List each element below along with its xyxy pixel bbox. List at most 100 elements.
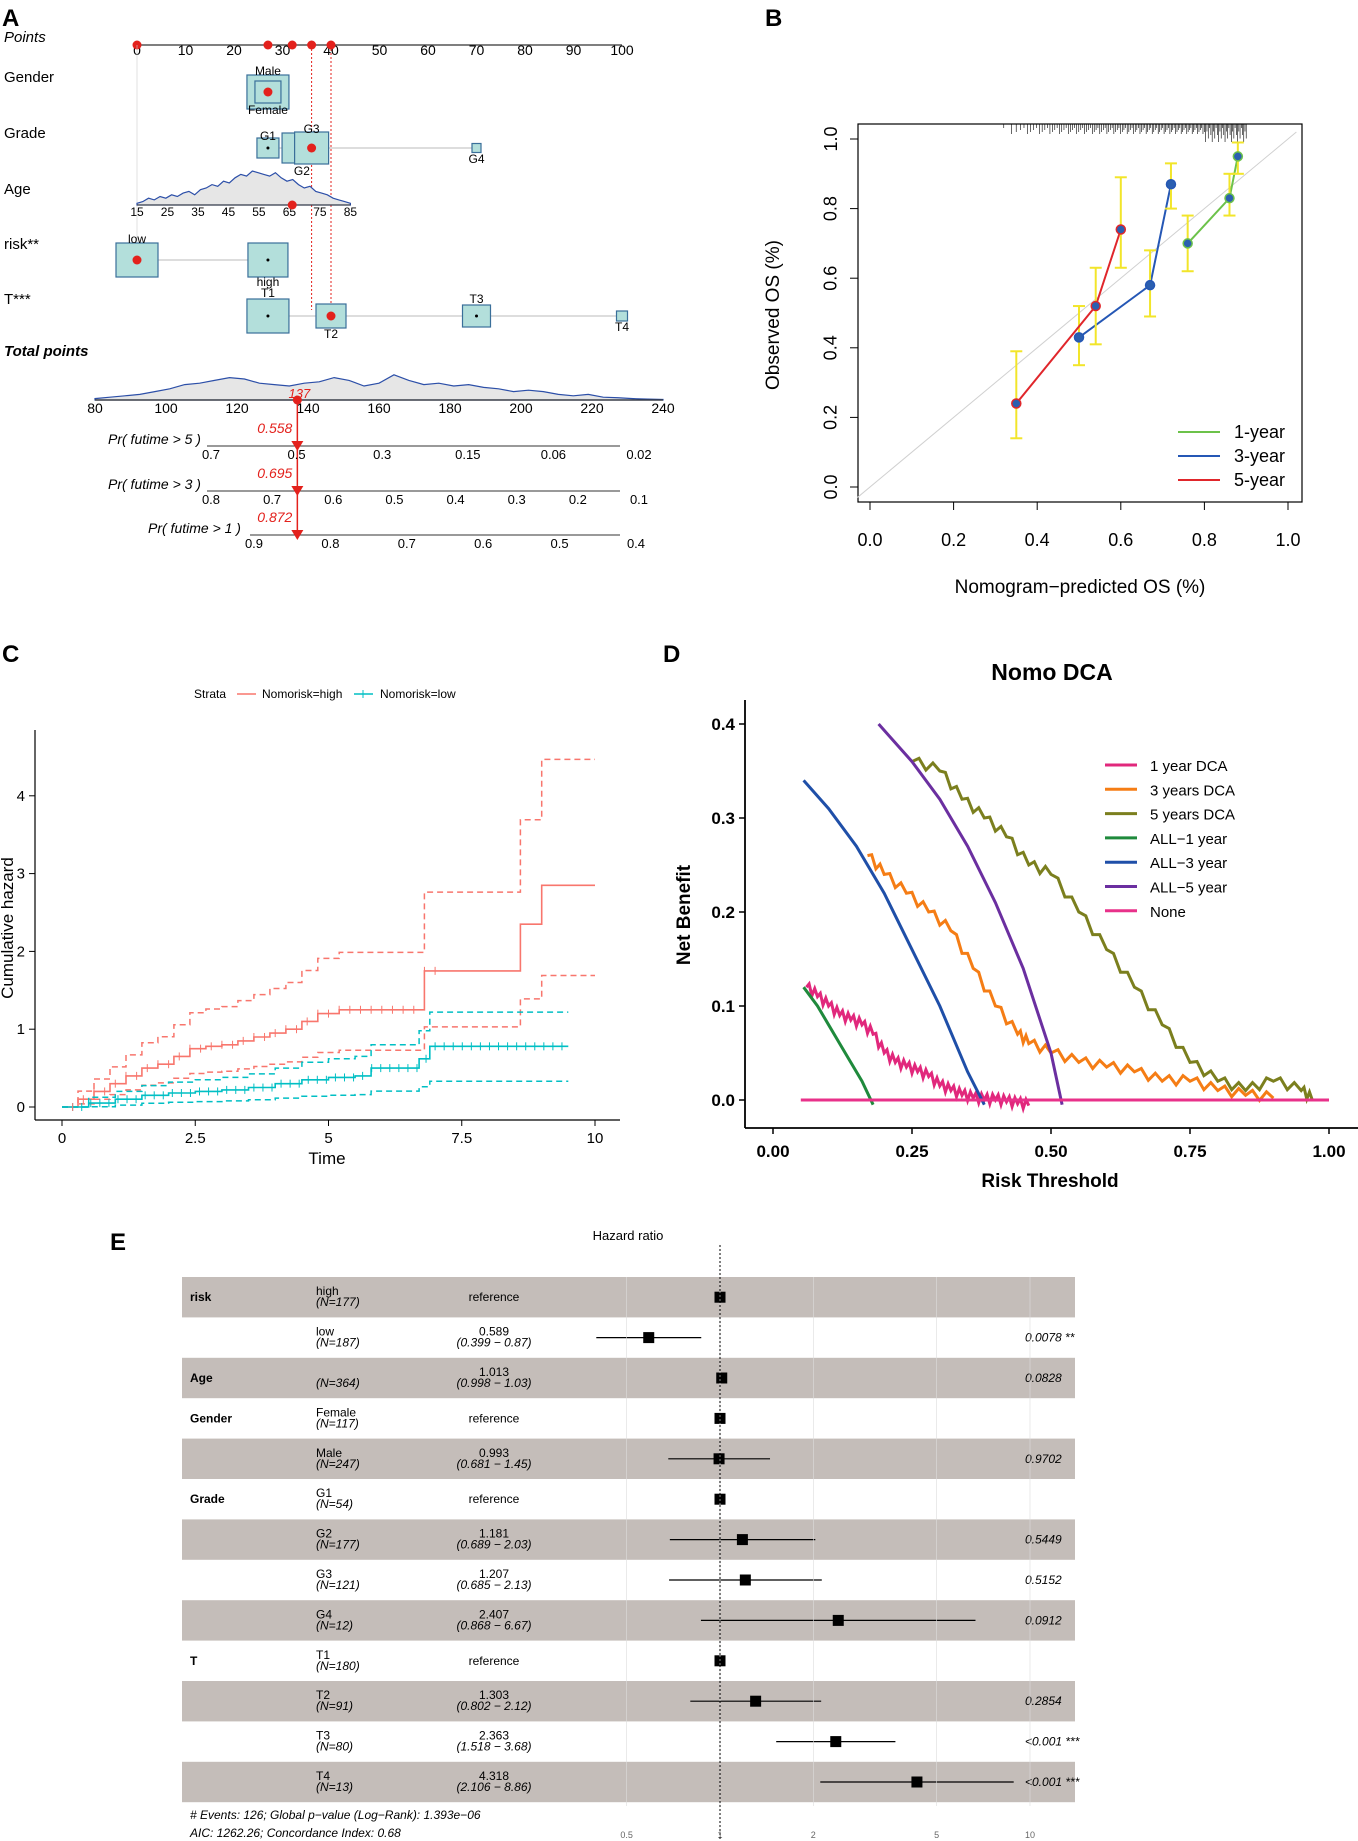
level-label: high: [316, 1284, 339, 1298]
n-label: (N=117): [316, 1416, 359, 1430]
table-row-bg: [182, 1357, 1075, 1399]
hr-square: [713, 1453, 725, 1465]
ci-value: (0.399 − 0.87): [456, 1336, 531, 1350]
probability-tick-label: 0.4: [447, 492, 465, 507]
x-tick-label: 0.25: [895, 1142, 928, 1161]
hr-square: [643, 1332, 655, 1344]
probability-tick-label: 0.8: [202, 492, 220, 507]
x-tick-label: 7.5: [451, 1130, 472, 1147]
total-tick-label: 200: [509, 400, 533, 416]
dca-curve: [802, 779, 986, 1106]
dca-curve: [867, 852, 1275, 1104]
probability-value-label: 0.695: [257, 465, 292, 481]
total-tick-label: 220: [580, 400, 604, 416]
probability-axis-label: Pr( futime > 3 ): [108, 476, 201, 492]
y-tick-label: 0.2: [711, 903, 735, 922]
x-axis-label: Time: [308, 1149, 345, 1168]
level-label: low: [316, 1325, 334, 1339]
table-row-bg: [182, 1438, 1075, 1479]
n-label: (N=177): [316, 1295, 360, 1309]
probability-axis-label: Pr( futime > 5 ): [108, 431, 201, 447]
y-tick-label: 3: [17, 866, 25, 883]
hr-value: 1.303: [479, 1688, 509, 1702]
n-label: (N=180): [316, 1659, 360, 1673]
probability-value-label: 0.558: [257, 420, 292, 436]
total-tick-label: 140: [296, 400, 320, 416]
legend-title: Strata: [194, 687, 226, 701]
hr-value: reference: [469, 1411, 520, 1425]
calibration-point: [1073, 332, 1085, 343]
points-tick-label: 10: [178, 42, 194, 58]
calibration-point: [1115, 224, 1127, 235]
probability-value-label: 0.872: [257, 509, 292, 525]
level-label: G2: [294, 164, 310, 178]
x-tick-label: 1.0: [1275, 530, 1300, 550]
ci-value: (2.106 − 8.86): [456, 1780, 531, 1794]
age-tick-label: 75: [313, 205, 327, 219]
n-label: (N=13): [316, 1780, 353, 1794]
variable-label: Grade: [190, 1492, 225, 1506]
hr-square: [736, 1534, 748, 1546]
x-tick-label: 0.8: [1192, 530, 1217, 550]
table-row-bg: [182, 1519, 1075, 1560]
hr-value: 4.318: [479, 1769, 509, 1783]
ci-lower-line: [62, 1080, 569, 1108]
level-label: T4: [615, 320, 629, 334]
footer-text: AIC: 1262.26; Concordance Index: 0.68: [189, 1826, 401, 1840]
calibration-point: [1011, 398, 1022, 409]
level-label: low: [128, 232, 146, 246]
age-tick-label: 35: [191, 205, 205, 219]
total-tick-label: 100: [154, 400, 178, 416]
points-tick-label: 100: [610, 42, 634, 58]
total-tick-label: 160: [367, 400, 391, 416]
probability-arrow: [291, 441, 304, 451]
ci-value: (1.518 − 3.68): [456, 1740, 531, 1754]
grade-label: Grade: [4, 125, 46, 142]
level-label: T3: [316, 1729, 330, 1743]
variable-label: risk: [190, 1290, 212, 1304]
probability-tick-label: 0.6: [474, 536, 492, 551]
hr-square: [739, 1574, 751, 1586]
probability-tick-label: 0.9: [245, 536, 263, 551]
level-label: T1: [316, 1648, 330, 1662]
x-tick-label: 0.5: [620, 1830, 633, 1840]
hr-square: [911, 1776, 923, 1788]
level-label: G4: [316, 1607, 332, 1621]
grade-box-g4: [471, 142, 482, 154]
x-tick-label: 0.00: [756, 1142, 789, 1161]
panel-label-a: A: [2, 5, 19, 32]
panel-label-e: E: [110, 1229, 126, 1256]
y-tick-label: 0.1: [711, 997, 735, 1016]
p-value: 0.2854: [1025, 1694, 1062, 1708]
hazard-curve: [62, 1045, 569, 1108]
legend-label: 1 year DCA: [1150, 758, 1228, 775]
legend-label: 1-year: [1234, 422, 1285, 442]
x-tick-label: 0.0: [857, 530, 882, 550]
panel-label-c: C: [2, 641, 19, 668]
hr-value: 0.589: [479, 1325, 509, 1339]
points-tick-label: 90: [566, 42, 582, 58]
legend-label: 5-year: [1234, 470, 1285, 490]
x-tick-label: 0.50: [1034, 1142, 1067, 1161]
y-tick-label: 2: [17, 943, 25, 960]
legend-label: ALL−1 year: [1150, 831, 1227, 848]
points-tick-label: 80: [517, 42, 533, 58]
calibration-point: [1224, 192, 1235, 204]
age-tick-label: 85: [344, 205, 358, 219]
level-label: T2: [324, 327, 338, 341]
box-center-dot: [266, 258, 270, 262]
n-label: (N=80): [316, 1740, 353, 1754]
panel-label-d: D: [663, 641, 680, 668]
selected-point: [263, 87, 273, 97]
hr-value: 0.993: [479, 1446, 509, 1460]
n-label: (N=247): [316, 1457, 360, 1471]
calibration-point: [1090, 300, 1101, 312]
panel-label-b: B: [765, 5, 782, 32]
probability-tick-label: 0.7: [263, 492, 281, 507]
selected-point: [132, 255, 142, 265]
selected-point: [307, 143, 317, 153]
variable-label: Gender: [190, 1411, 232, 1425]
box-center-dot: [266, 146, 270, 150]
total-tick-label: 120: [225, 400, 249, 416]
